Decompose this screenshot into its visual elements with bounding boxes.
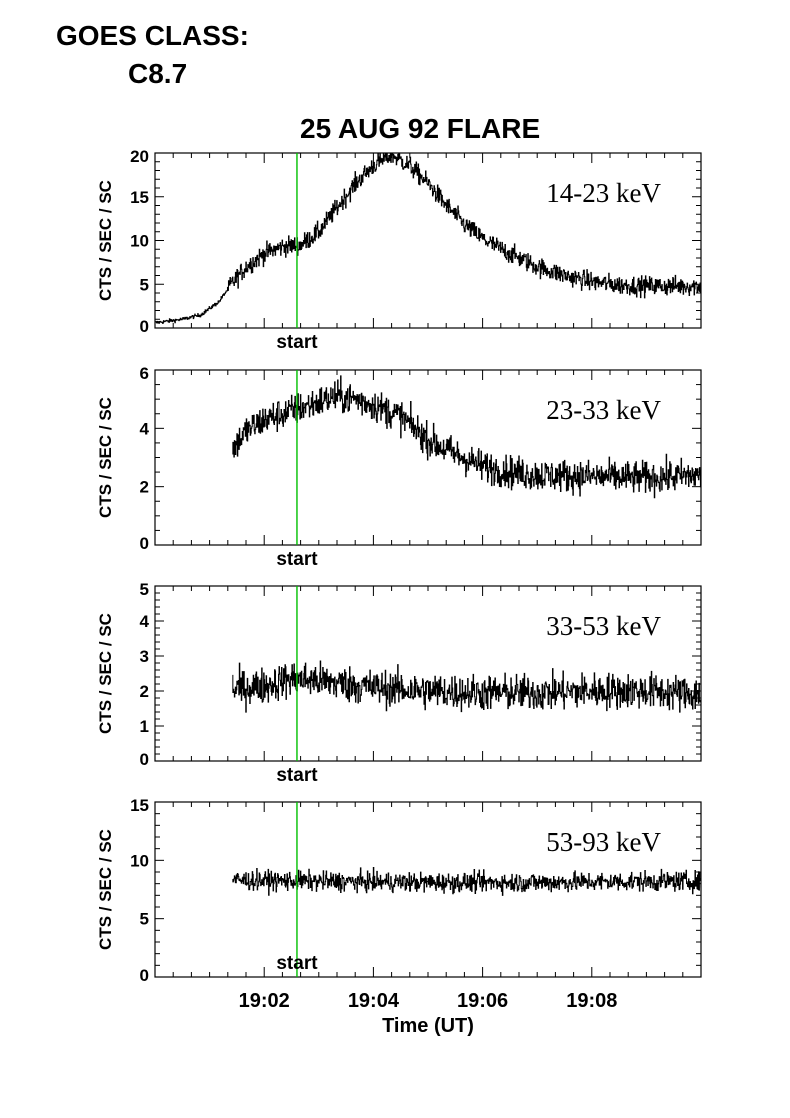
- y-tick-label: 2: [140, 478, 149, 497]
- energy-band-label: 14-23 keV: [546, 178, 661, 208]
- series-line-53-93-kev: [232, 867, 702, 896]
- panel-14-23-kev: 0 5 10 15 20 CTS / SEC / SC 14-23 keV start: [96, 147, 702, 353]
- chart-title: 25 AUG 92 FLARE: [300, 113, 541, 144]
- y-tick-label: 4: [140, 612, 150, 631]
- y-tick-label: 15: [130, 796, 149, 815]
- y-tick-label: 5: [140, 580, 149, 599]
- x-tick-label: 19:08: [566, 990, 617, 1012]
- energy-band-label: 33-53 keV: [546, 611, 661, 641]
- y-tick-label: 5: [140, 910, 149, 929]
- start-marker-label: start: [276, 549, 318, 570]
- y-axis-label: CTS / SEC / SC: [96, 613, 115, 734]
- y-tick-label: 10: [130, 851, 149, 870]
- y-tick-label: 6: [140, 364, 149, 383]
- x-axis-label: Time (UT): [382, 1015, 474, 1037]
- y-tick-label: 0: [140, 317, 149, 336]
- series-line-33-53-kev: [232, 660, 702, 713]
- start-marker-label: start: [276, 765, 318, 786]
- x-tick-label: 19:06: [457, 990, 508, 1012]
- energy-band-label: 53-93 keV: [546, 827, 661, 857]
- y-axis-label: CTS / SEC / SC: [96, 180, 115, 301]
- series-line-23-33-kev: [232, 375, 702, 499]
- panel-23-33-kev: 0 2 4 6 CTS / SEC / SC 23-33 keV start: [96, 364, 702, 570]
- panel-53-93-kev: 0 5 10 15 CTS / SEC / SC 53-93 keV start: [96, 796, 702, 985]
- y-tick-label: 0: [140, 534, 149, 553]
- goes-class-value: C8.7: [128, 58, 188, 89]
- y-tick-label: 15: [130, 188, 149, 207]
- y-tick-label: 0: [140, 750, 149, 769]
- y-tick-label: 20: [130, 147, 149, 166]
- start-marker-label: start: [276, 332, 318, 353]
- y-tick-label: 10: [130, 232, 149, 251]
- y-tick-label: 4: [140, 419, 150, 438]
- energy-band-label: 23-33 keV: [546, 395, 661, 425]
- goes-class-label: GOES CLASS:: [56, 20, 249, 51]
- y-tick-label: 1: [140, 717, 149, 736]
- y-tick-label: 5: [140, 275, 149, 294]
- y-tick-label: 0: [140, 966, 149, 985]
- start-marker-label: start: [276, 953, 318, 974]
- panel-33-53-kev: 0 1 2 3 4 5 CTS / SEC / SC 33-53 keV start: [96, 580, 702, 786]
- y-tick-label: 3: [140, 647, 149, 666]
- y-axis-label: CTS / SEC / SC: [96, 397, 115, 518]
- x-tick-label: 19:04: [348, 990, 400, 1012]
- y-tick-label: 2: [140, 682, 149, 701]
- series-line-14-23-kev: [155, 152, 701, 324]
- x-tick-label: 19:02: [239, 990, 290, 1012]
- y-axis-label: CTS / SEC / SC: [96, 829, 115, 950]
